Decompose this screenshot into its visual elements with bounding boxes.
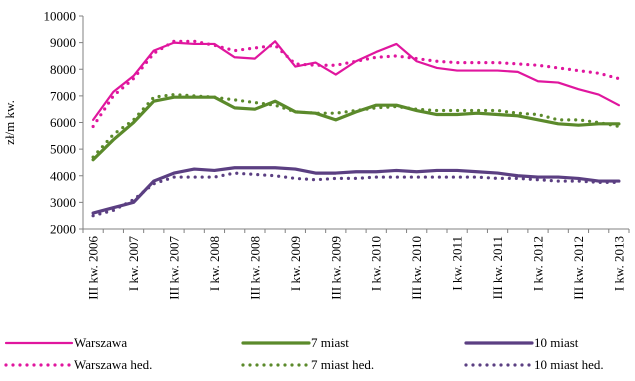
x-tick-label: I kw. 2011 <box>450 236 465 291</box>
series-line-10-miast <box>91 166 621 215</box>
series-line-warszawa-hed <box>91 39 621 129</box>
x-tick-label: III kw. 2009 <box>328 236 343 300</box>
y-tick-label: 6000 <box>50 115 76 130</box>
x-tick-label: III kw. 2011 <box>490 236 505 299</box>
y-tick-label: 9000 <box>50 35 76 50</box>
legend-label: Warszawa <box>74 335 127 350</box>
x-tick-label: I kw. 2008 <box>207 236 222 291</box>
x-tick-label: III kw. 2006 <box>86 236 101 300</box>
y-tick-label: 7000 <box>50 88 76 103</box>
y-axis-title: zł/m kw. <box>2 100 17 145</box>
legend-label: 10 miast hed. <box>534 357 604 372</box>
x-tick-label: I kw. 2009 <box>288 236 303 291</box>
x-tick-label: I kw. 2013 <box>611 236 626 291</box>
x-tick-label: I kw. 2010 <box>369 236 384 291</box>
x-tick-label: III kw. 2010 <box>409 236 424 300</box>
x-tick-label: I kw. 2007 <box>126 236 141 292</box>
x-tick-label: III kw. 2008 <box>247 236 262 300</box>
y-tick-label: 8000 <box>50 62 76 77</box>
y-tick-label: 4000 <box>50 168 76 183</box>
series-line-7-miast <box>91 95 621 162</box>
x-tick-label: I kw. 2012 <box>531 236 546 291</box>
legend-label: 7 miast <box>311 335 349 350</box>
y-tick-label: 10000 <box>44 9 77 24</box>
series-lines <box>91 39 621 218</box>
series-line-10-miast-hed <box>91 171 621 218</box>
legend: Warszawa 7 miast 10 miast Warszawa hed. 7 mi… <box>4 335 604 372</box>
x-tick-label: III kw. 2012 <box>571 236 586 300</box>
y-tick-label: 3000 <box>50 195 76 210</box>
series-line-7-miast-hed <box>91 92 621 159</box>
y-tick-label: 2000 <box>50 222 76 237</box>
legend-label: 7 miast hed. <box>311 357 374 372</box>
axes: 2000 3000 4000 5000 6000 7000 8000 9000 10000 zł/… <box>2 9 630 300</box>
legend-label: 10 miast <box>534 335 579 350</box>
y-tick-label: 5000 <box>50 142 76 157</box>
series-line-warszawa <box>92 40 620 121</box>
x-tick-label: III kw. 2007 <box>167 236 182 300</box>
legend-label: Warszawa hed. <box>74 357 152 372</box>
